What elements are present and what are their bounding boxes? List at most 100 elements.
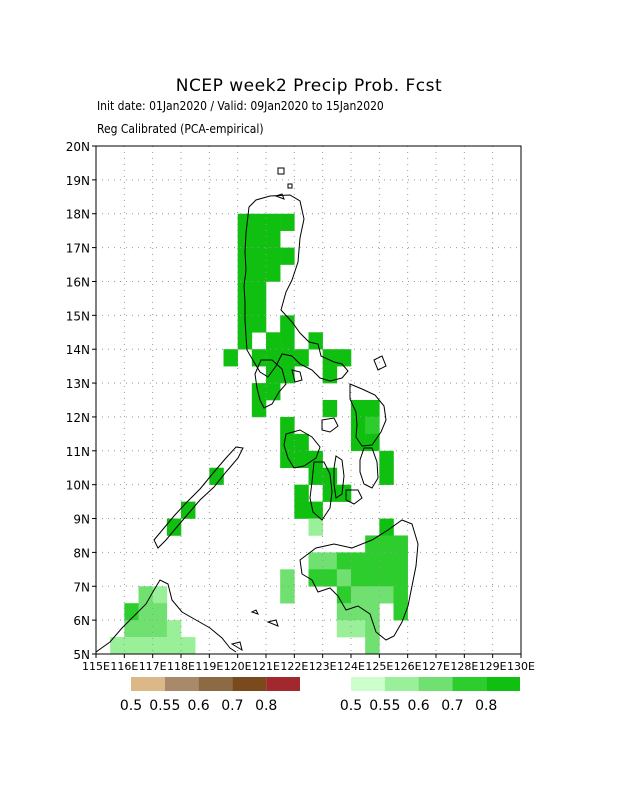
lon-label: 120E	[224, 660, 252, 673]
probability-cell	[251, 247, 267, 265]
probability-cell	[280, 416, 295, 435]
lon-label: 121E	[252, 660, 280, 673]
lon-label: 129E	[479, 660, 507, 673]
map-title: NCEP week2 Precip Prob. Fcst	[175, 76, 443, 96]
probability-cell	[365, 400, 380, 418]
probability-cell	[365, 569, 380, 587]
probability-cell	[251, 230, 267, 248]
lat-label: 13N	[66, 377, 90, 391]
probability-cell	[166, 620, 182, 638]
lat-label: 14N	[66, 343, 90, 357]
legend-wet-label: 0.5	[340, 698, 362, 714]
probability-cell	[379, 450, 394, 469]
probability-cell	[379, 569, 394, 587]
lon-label: 126E	[394, 660, 422, 673]
probability-cell	[266, 247, 281, 265]
legend: 0.5 0.55 0.6 0.7 0.8 0.5 0.55 0.6 0.7 0.8	[120, 677, 520, 714]
probability-cell	[138, 637, 153, 655]
probability-cell	[379, 467, 394, 485]
probability-cell	[351, 416, 366, 435]
probability-cell	[251, 315, 267, 333]
map-grid	[96, 146, 521, 654]
legend-wet-swatch	[384, 677, 419, 691]
probability-cell	[266, 349, 281, 367]
lat-label: 11N	[66, 445, 90, 459]
probability-cell	[294, 349, 309, 367]
probability-cell	[237, 332, 253, 350]
probability-cell	[336, 620, 352, 638]
legend-dry-swatch	[232, 677, 267, 691]
lat-label: 6N	[73, 614, 90, 628]
probability-cell	[393, 552, 408, 570]
lon-label: 124E	[337, 660, 365, 673]
legend-wet-label: 0.8	[475, 698, 497, 714]
probability-cell	[336, 484, 352, 502]
probability-cell	[365, 535, 380, 553]
lon-label: 130E	[507, 660, 535, 673]
probability-cell	[351, 552, 366, 570]
probability-cell	[336, 569, 352, 587]
probability-cell	[379, 552, 394, 570]
probability-cell	[266, 264, 281, 282]
probability-cell	[251, 400, 267, 418]
legend-dry-swatch	[266, 677, 300, 691]
probability-cell	[294, 501, 309, 519]
probability-cell	[138, 586, 153, 604]
probability-cell	[237, 213, 253, 231]
lat-label: 18N	[66, 208, 90, 222]
probability-cell	[294, 433, 309, 452]
probability-cell	[308, 332, 323, 350]
lon-label: 115E	[82, 660, 110, 673]
subtitle-method: Reg Calibrated (PCA-empirical)	[97, 122, 264, 136]
legend-dry-label: 0.5	[120, 698, 142, 714]
probability-cell	[379, 535, 394, 553]
probability-cell	[138, 603, 153, 621]
probability-cell	[322, 484, 338, 502]
probability-cell	[308, 467, 323, 485]
legend-dry-label: 0.6	[187, 698, 209, 714]
legend-wet-swatch	[351, 677, 385, 691]
probability-cell	[280, 247, 295, 265]
probability-cell	[322, 366, 338, 384]
lat-label: 10N	[66, 479, 90, 493]
lon-label: 116E	[110, 660, 138, 673]
probability-cell	[251, 383, 267, 401]
probability-cell	[294, 450, 309, 469]
probability-cell	[365, 603, 380, 621]
probability-cell	[266, 366, 281, 384]
probability-cell	[181, 637, 196, 655]
lat-label: 9N	[73, 513, 90, 527]
probability-cell	[308, 569, 323, 587]
probability-cell	[266, 213, 281, 231]
probability-cell	[124, 620, 139, 638]
lon-label: 125E	[365, 660, 393, 673]
legend-wet-swatch	[486, 677, 520, 691]
probability-cell	[393, 569, 408, 587]
probability-cell	[393, 586, 408, 604]
probability-cell	[251, 213, 267, 231]
probability-cell	[280, 349, 295, 367]
probability-cell	[351, 586, 366, 604]
legend-dry-swatch	[164, 677, 199, 691]
probability-cell	[152, 620, 168, 638]
subtitle-dates: Init date: 01Jan2020 / Valid: 09Jan2020 …	[97, 99, 384, 113]
probability-cell	[336, 586, 352, 604]
probability-cell	[251, 264, 267, 282]
probability-cell	[351, 400, 366, 418]
legend-dry-label: 0.8	[255, 698, 277, 714]
legend-dry-label: 0.55	[149, 698, 180, 714]
probability-cell	[280, 315, 295, 333]
map-frame	[95, 145, 522, 655]
probability-cell	[280, 586, 295, 604]
probability-cell	[336, 552, 352, 570]
probability-cell	[209, 467, 224, 485]
probability-cell	[166, 637, 182, 655]
probability-cell	[280, 366, 295, 384]
probability-cell	[251, 281, 267, 299]
probability-cell	[266, 230, 281, 248]
lon-label: 123E	[309, 660, 337, 673]
probability-cell	[365, 586, 380, 604]
probability-cell	[138, 620, 153, 638]
legend-wet-label: 0.6	[407, 698, 429, 714]
